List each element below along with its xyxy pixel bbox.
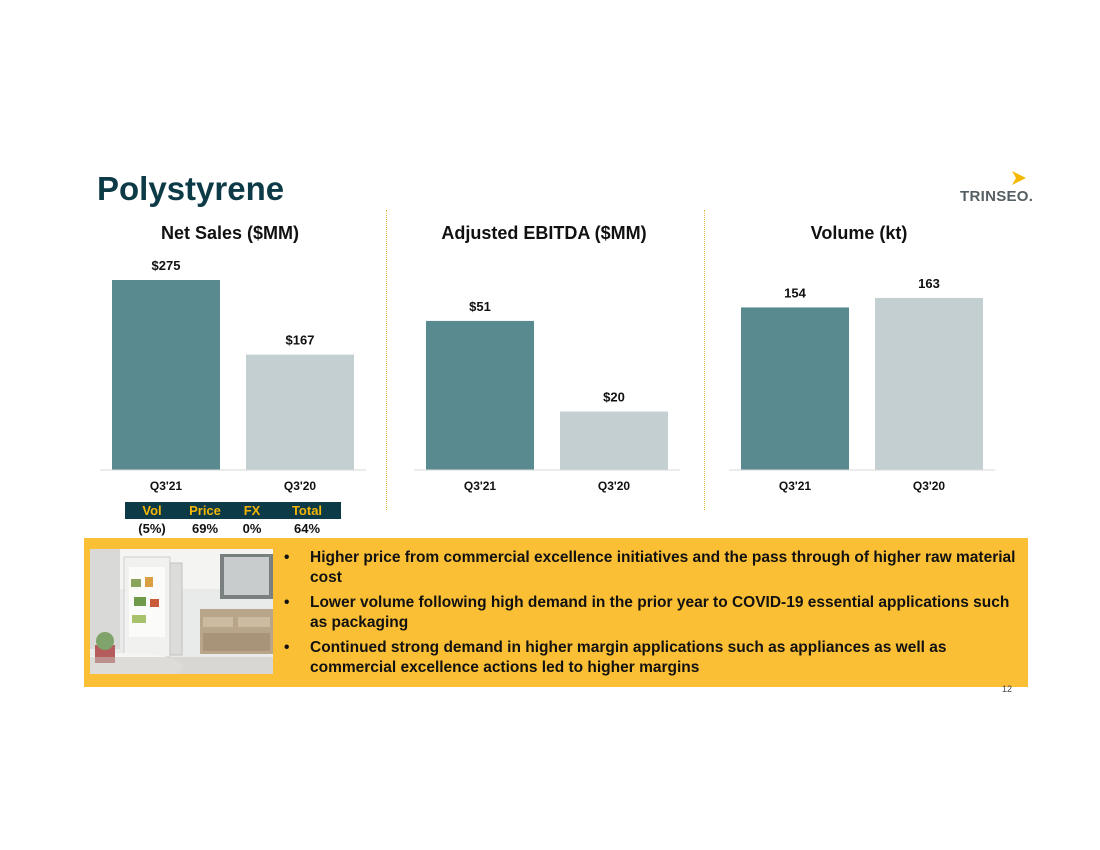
adjusted-ebitda-chart: $51 Q3'21 $20 Q3'20 Adjusted EBITDA ($MM) (414, 218, 680, 498)
table-header-total: Total (273, 502, 341, 519)
bar-chart-plot: 154 Q3'21 163 Q3'20 (729, 276, 995, 493)
table-cell-price: 69% (191, 521, 219, 536)
data-label: $20 (603, 390, 625, 405)
x-tick-label: Q3'20 (913, 479, 946, 493)
table-cell-fx: 0% (242, 521, 262, 536)
x-tick-label: Q3'21 (464, 479, 497, 493)
price-volume-mix-table: Vol Price FX Total (5%) 69% 0% 64% (125, 502, 341, 538)
slide-title: Polystyrene (97, 170, 285, 207)
data-label: $51 (469, 299, 491, 314)
net-sales-chart: $275 Q3'21 $167 Q3'20 Net Sales ($MM) (100, 218, 366, 498)
bar-q320 (875, 297, 983, 470)
logo-chevron-icon (1012, 171, 1026, 185)
bullet-dot: • (284, 594, 290, 611)
bar-q321 (112, 280, 220, 470)
bullet-item: • Continued strong demand in higher margi… (282, 638, 1022, 678)
bullet-item: • Lower volume following high demand in t… (282, 593, 1022, 633)
bullet-item: • Higher price from commercial excellence… (282, 548, 1022, 588)
data-label: 154 (784, 285, 806, 300)
logo-text: TRINSEO. (960, 188, 1034, 205)
bullet-text: Higher price from commercial excellence … (310, 549, 1016, 586)
kitchen-refrigerator-photo (90, 549, 273, 674)
table-header-vol: Vol (125, 502, 179, 519)
bullet-dot: • (284, 549, 290, 566)
bar-q321 (741, 307, 849, 470)
chart-title: Adjusted EBITDA ($MM) (441, 223, 647, 243)
bullet-dot: • (284, 639, 290, 656)
trinseo-logo: TRINSEO. (960, 170, 1034, 210)
bar-q320 (560, 411, 668, 470)
data-label: $275 (152, 258, 181, 273)
chart-divider (386, 210, 387, 510)
commentary-bullets: • Higher price from commercial excellence… (282, 548, 1022, 683)
chart-title: Net Sales ($MM) (160, 223, 300, 243)
chart-title: Volume (kt) (810, 223, 908, 243)
x-tick-label: Q3'21 (779, 479, 812, 493)
table-cell-total: 64% (293, 521, 321, 536)
volume-chart: 154 Q3'21 163 Q3'20 Volume (kt) (729, 218, 995, 498)
commentary-banner: • Higher price from commercial excellence… (84, 538, 1028, 687)
x-tick-label: Q3'20 (598, 479, 631, 493)
bar-q321 (426, 320, 534, 470)
bar-q320 (246, 354, 354, 470)
bullet-text: Lower volume following high demand in th… (310, 594, 1010, 631)
page-number: 12 (1001, 684, 1012, 694)
bullet-text: Continued strong demand in higher margin… (310, 639, 947, 676)
bar-chart-plot: $51 Q3'21 $20 Q3'20 (414, 299, 680, 493)
bar-chart-plot: $275 Q3'21 $167 Q3'20 (100, 258, 366, 493)
data-label: 163 (918, 276, 940, 291)
data-label: $167 (286, 333, 315, 348)
chart-divider (704, 210, 705, 510)
table-header-fx: FX (231, 502, 273, 519)
table-cell-vol: (5%) (138, 521, 166, 536)
table-header-price: Price (179, 502, 231, 519)
x-tick-label: Q3'21 (150, 479, 183, 493)
x-tick-label: Q3'20 (284, 479, 317, 493)
